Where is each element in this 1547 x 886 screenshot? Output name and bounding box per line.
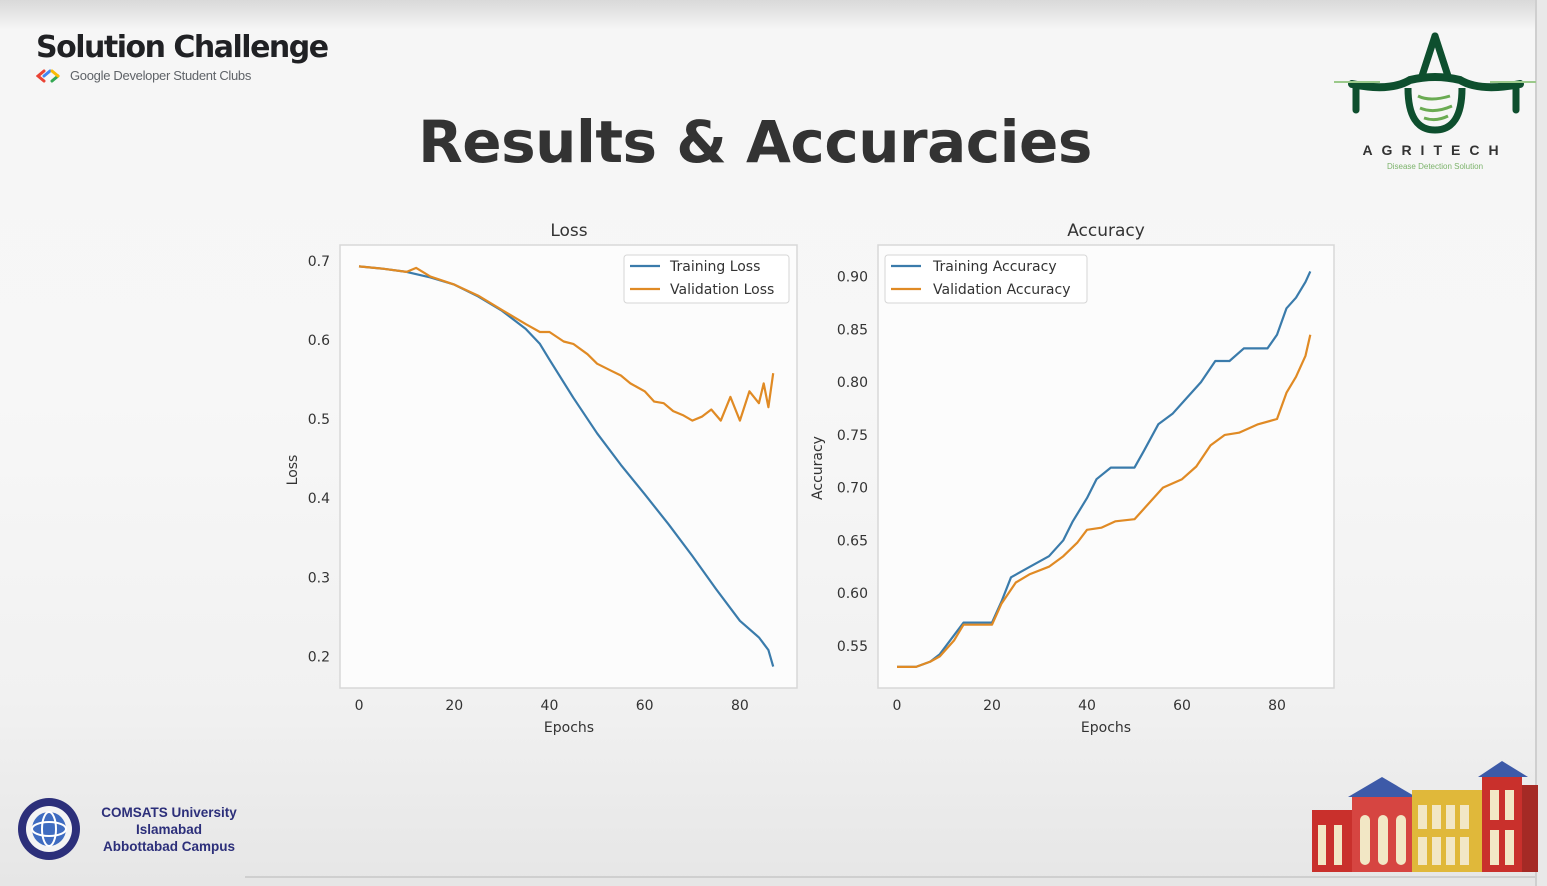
- y-tick-label: 0.80: [837, 375, 868, 391]
- university-line-2: Islamabad: [135, 822, 203, 837]
- x-tick-label: 60: [1173, 698, 1191, 714]
- y-tick-label: 0.5: [308, 412, 330, 428]
- y-tick-label: 0.65: [837, 533, 868, 549]
- accuracy-chart: Accuracy 0.55 0.60 0.65 0.70 0.75 0.80 0.85 0.9…: [800, 210, 1345, 740]
- y-axis-label: Loss: [285, 455, 301, 486]
- agritech-logo: AGRITECH Disease Detection Solution: [1330, 30, 1540, 180]
- x-tick-label: 80: [1268, 698, 1286, 714]
- plot-frame: [877, 244, 1335, 689]
- y-tick-label: 0.90: [837, 270, 868, 286]
- agritech-tagline: Disease Detection Solution: [1386, 162, 1484, 171]
- x-tick-label: 60: [636, 698, 654, 714]
- legend: Training Accuracy Validation Accuracy: [884, 254, 1088, 304]
- legend-label-validation: Validation Accuracy: [933, 282, 1071, 298]
- x-tick-label: 0: [893, 698, 902, 714]
- chart-title: Accuracy: [1067, 221, 1145, 241]
- series-line-training: [897, 270, 1312, 668]
- agritech-name: AGRITECH: [1362, 142, 1508, 158]
- y-tick-label: 0.4: [308, 491, 330, 507]
- legend: Training Loss Validation Loss: [623, 254, 790, 304]
- legend-label-training: Training Accuracy: [932, 259, 1057, 275]
- legend-label-training: Training Loss: [669, 259, 760, 275]
- slide-divider: [245, 876, 1537, 878]
- series-line-validation: [897, 334, 1312, 668]
- gdsc-icon: [36, 69, 60, 82]
- x-axis-label: Epochs: [544, 720, 594, 736]
- plot-frame: [339, 244, 798, 689]
- y-tick-label: 0.55: [837, 639, 868, 655]
- university-line-1: COMSATS University: [101, 805, 237, 820]
- campus-building-icon: [1312, 761, 1538, 872]
- x-axis-label: Epochs: [1081, 720, 1131, 736]
- brand-subtitle-row: Google Developer Student Clubs: [36, 68, 336, 83]
- y-tick-label: 0.70: [837, 481, 868, 497]
- legend-label-validation: Validation Loss: [670, 282, 774, 298]
- x-tick-label: 20: [983, 698, 1001, 714]
- x-tick-label: 40: [1078, 698, 1096, 714]
- loss-chart: Loss 0.2 0.3 0.4 0.5 0.6 0.7 0 20 40 60 80 Epochs…: [270, 210, 810, 740]
- brand-title: Solution Challenge: [36, 30, 329, 65]
- y-tick-label: 0.75: [837, 428, 868, 444]
- x-tick-label: 20: [445, 698, 463, 714]
- university-line-3: Abbottabad Campus: [102, 839, 235, 854]
- y-tick-label: 0.85: [837, 322, 868, 338]
- x-tick-label: 80: [731, 698, 749, 714]
- university-name: COMSATS University Islamabad Abbottabad …: [84, 804, 254, 855]
- loss-chart-svg: Loss 0.2 0.3 0.4 0.5 0.6 0.7 0 20 40 60 80 Epochs…: [285, 221, 798, 736]
- brand-subtitle: Google Developer Student Clubs: [70, 68, 252, 83]
- agritech-emblem-icon: [1334, 32, 1536, 134]
- y-tick-label: 0.2: [308, 649, 330, 665]
- solution-challenge-logo: Solution Challenge Google Developer Stud…: [36, 30, 336, 100]
- y-tick-label: 0.3: [308, 570, 330, 586]
- comsats-seal-icon: [18, 798, 80, 860]
- y-tick-label: 0.60: [837, 586, 868, 602]
- y-tick-label: 0.6: [308, 333, 330, 349]
- chart-title: Loss: [550, 221, 587, 241]
- comsats-logo: COMSATS University Islamabad Abbottabad …: [16, 796, 256, 866]
- slide-title: Results & Accuracies: [418, 108, 1092, 176]
- series-line-validation: [358, 265, 775, 422]
- y-axis-label: Accuracy: [810, 436, 826, 500]
- y-tick-label: 0.7: [308, 254, 330, 270]
- x-tick-label: 0: [355, 698, 364, 714]
- x-tick-label: 40: [541, 698, 559, 714]
- accuracy-chart-svg: Accuracy 0.55 0.60 0.65 0.70 0.75 0.80 0.85 0.9…: [810, 221, 1335, 736]
- slide-edge: [1535, 0, 1547, 886]
